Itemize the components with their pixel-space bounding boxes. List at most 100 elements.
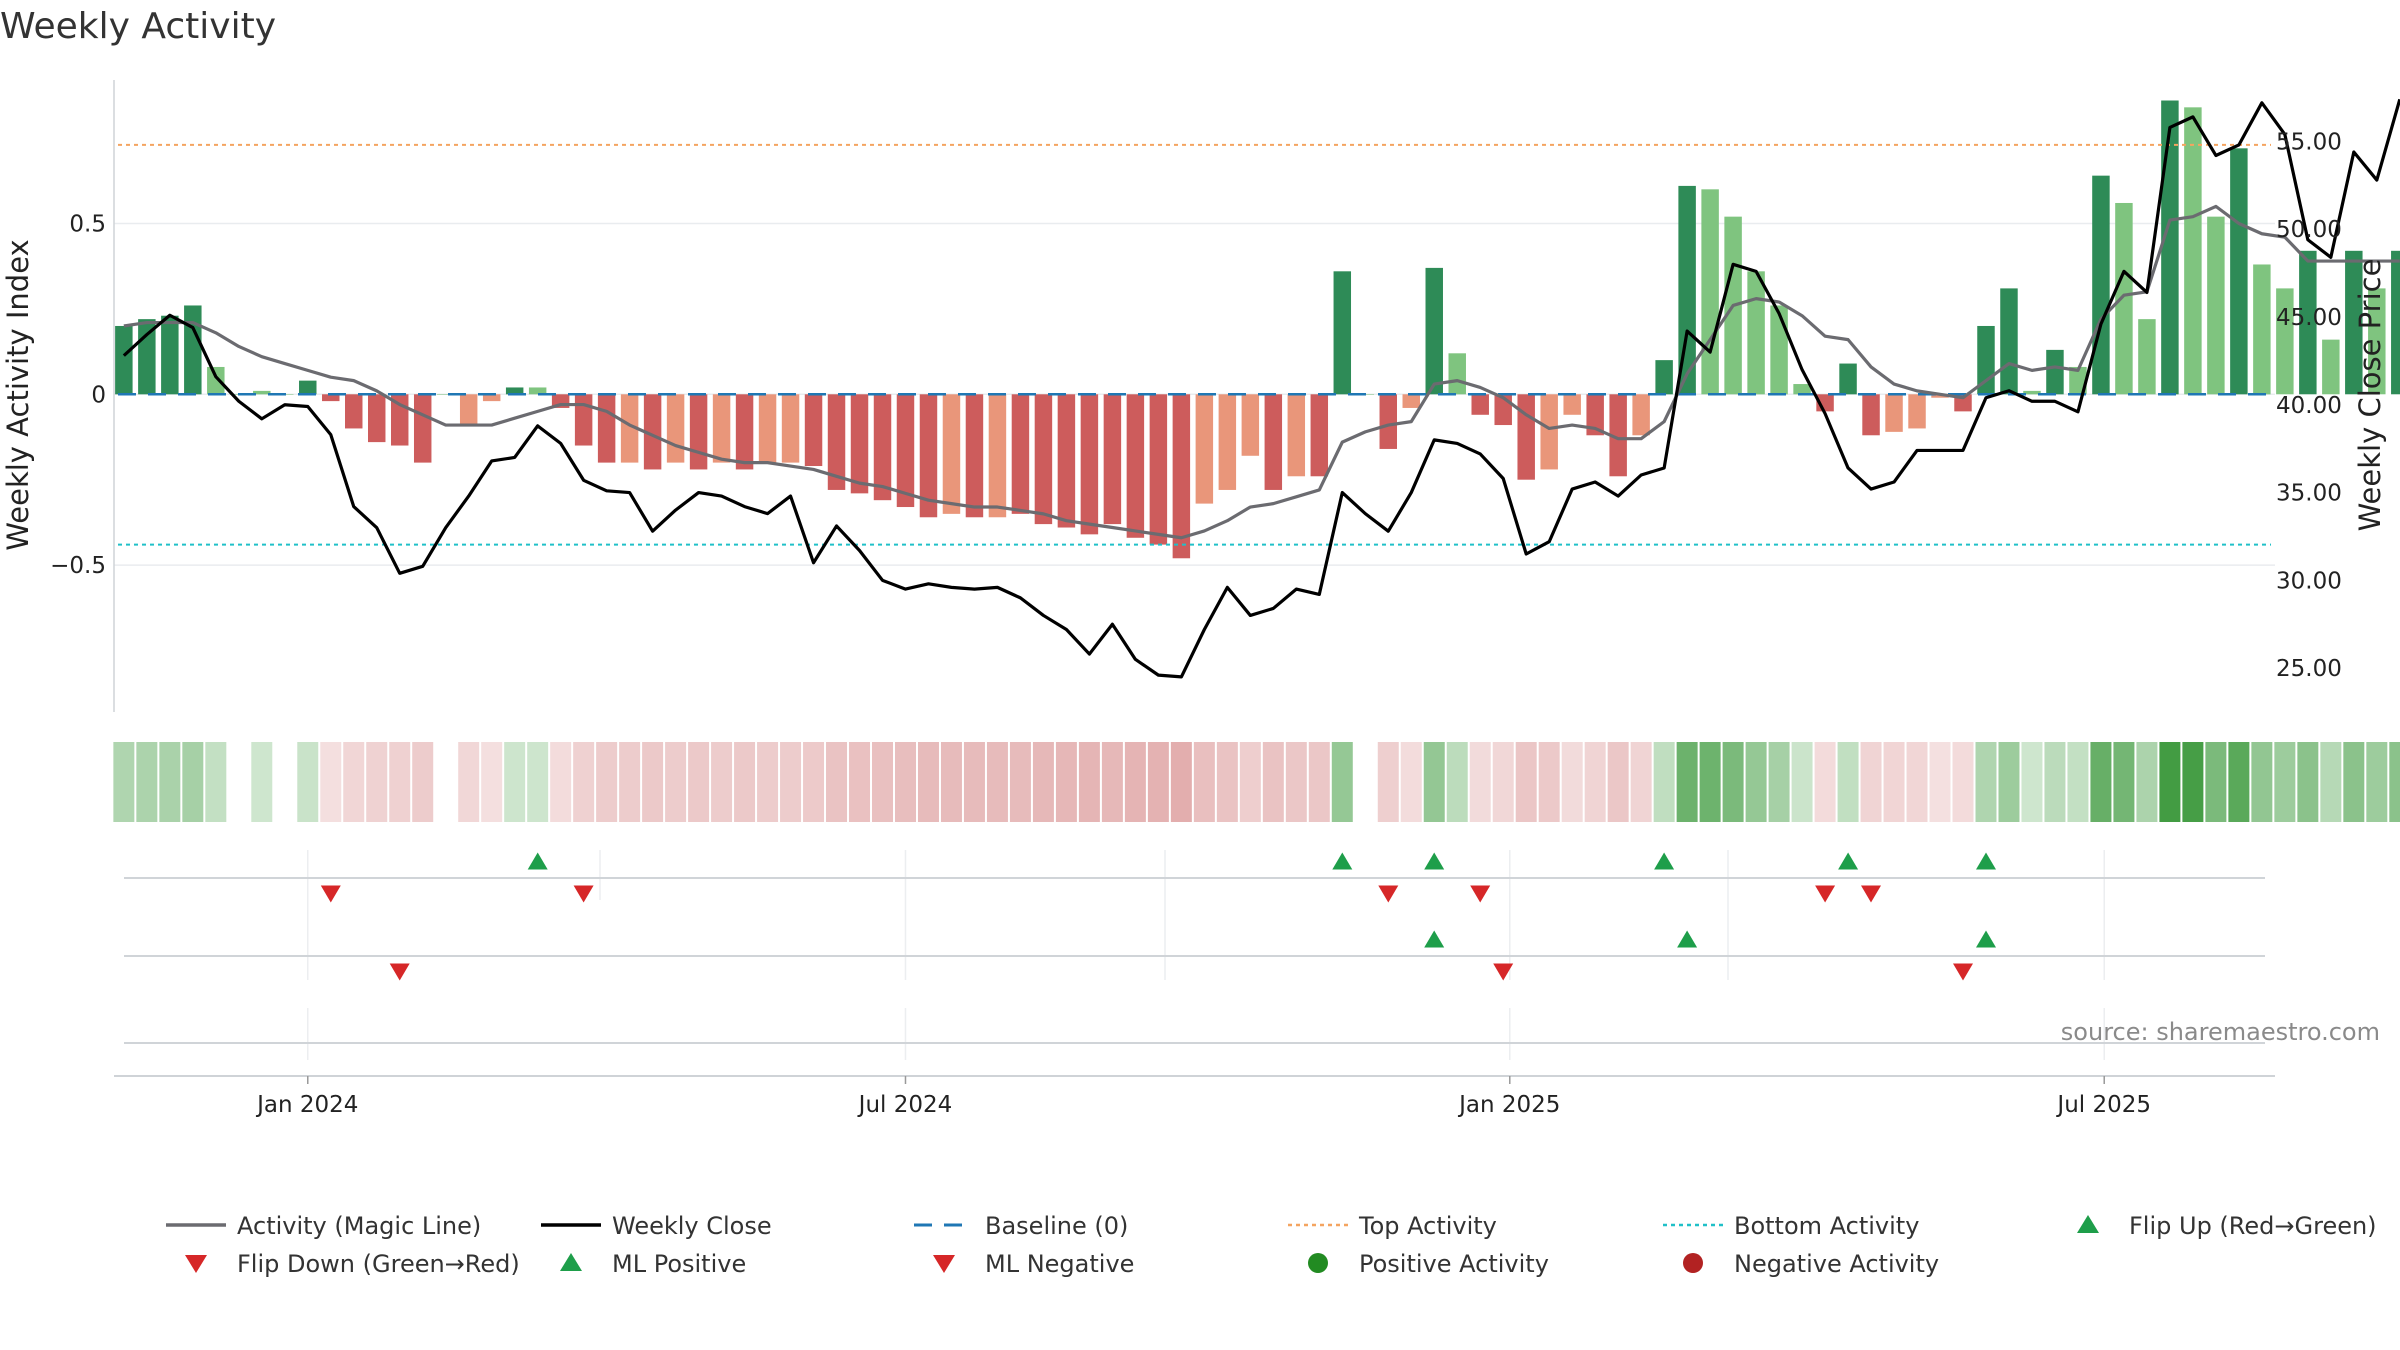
legend-label: Bottom Activity bbox=[1734, 1212, 1919, 1240]
activity-bar bbox=[345, 394, 363, 429]
heat-cell bbox=[1929, 742, 1951, 822]
activity-bar bbox=[620, 394, 639, 463]
heat-cell bbox=[1078, 742, 1100, 822]
activity-bar bbox=[1747, 271, 1765, 395]
activity-bar bbox=[1264, 394, 1283, 490]
heat-cell bbox=[1584, 742, 1606, 822]
heat-cell bbox=[1469, 742, 1491, 822]
heat-cell bbox=[1906, 742, 1928, 822]
heat-cell bbox=[1492, 742, 1514, 822]
heat-cell bbox=[849, 742, 871, 822]
legend-item: Flip Down (Green→Red) bbox=[185, 1250, 520, 1278]
flip-up-marker bbox=[1332, 852, 1353, 870]
activity-bar bbox=[1931, 394, 1949, 398]
legend-item: Baseline (0) bbox=[914, 1212, 1128, 1240]
heat-cell bbox=[550, 742, 572, 822]
heat-cell bbox=[665, 742, 687, 822]
activity-bar bbox=[115, 325, 133, 395]
heat-cell bbox=[1423, 742, 1445, 822]
heat-cell bbox=[1768, 742, 1790, 822]
activity-bar bbox=[1586, 394, 1604, 436]
heat-cell bbox=[2205, 742, 2227, 822]
heat-cell bbox=[1630, 742, 1652, 822]
ml-negative-marker bbox=[1493, 963, 1514, 981]
activity-bar bbox=[1609, 394, 1627, 477]
activity-bar bbox=[505, 387, 524, 395]
heat-cell bbox=[527, 742, 549, 822]
heat-cell bbox=[2136, 742, 2158, 822]
heat-cell bbox=[2067, 742, 2089, 822]
heat-cell bbox=[343, 742, 365, 822]
activity-bar bbox=[2092, 175, 2110, 395]
legend-swatch bbox=[560, 1253, 582, 1271]
activity-bar bbox=[2391, 250, 2400, 395]
heat-cell bbox=[2343, 742, 2365, 822]
activity-bar bbox=[2138, 319, 2156, 395]
heat-cell bbox=[320, 742, 342, 822]
activity-bar bbox=[1080, 394, 1099, 535]
activity-bar bbox=[207, 366, 225, 395]
activity-bar bbox=[896, 394, 915, 508]
heat-cell bbox=[1216, 742, 1238, 822]
legend-label: ML Positive bbox=[612, 1250, 746, 1278]
heat-cell bbox=[596, 742, 618, 822]
heat-cell bbox=[986, 742, 1008, 822]
ml-negative-marker bbox=[1953, 963, 1973, 981]
legend-item: ML Positive bbox=[560, 1250, 746, 1278]
heat-cell bbox=[1952, 742, 1974, 822]
heat-cell bbox=[1377, 742, 1399, 822]
activity-bar bbox=[1011, 394, 1030, 514]
legend: Activity (Magic Line) Weekly Close Baselin… bbox=[166, 1212, 2377, 1278]
heat-cell bbox=[688, 742, 710, 822]
heat-cell bbox=[2251, 742, 2273, 822]
flip-down-marker bbox=[320, 885, 341, 903]
heat-cell bbox=[2021, 742, 2043, 822]
heat-cell bbox=[2274, 742, 2296, 822]
heat-cell bbox=[1055, 742, 1077, 822]
activity-bar bbox=[2069, 366, 2087, 395]
activity-bar bbox=[2000, 288, 2018, 395]
heat-cell bbox=[1975, 742, 1997, 822]
heat-cell bbox=[1285, 742, 1307, 822]
activity-bar bbox=[1678, 185, 1696, 395]
heat-cell bbox=[2182, 742, 2204, 822]
heat-cell bbox=[205, 742, 227, 822]
heat-cell bbox=[2044, 742, 2066, 822]
activity-bar bbox=[1839, 363, 1857, 395]
activity-bar bbox=[1908, 394, 1926, 429]
main-panel: 0.5 0 −0.5 55.00 50.00 45.00 40.00 35.00 30.00 25… bbox=[1, 80, 2400, 712]
heat-cell bbox=[136, 742, 158, 822]
legend-item: Negative Activity bbox=[1683, 1250, 1939, 1278]
activity-bar bbox=[781, 394, 800, 463]
activity-bar bbox=[689, 394, 708, 470]
x-tick-label: Jul 2025 bbox=[2055, 1092, 2151, 1118]
heat-cell bbox=[2228, 742, 2250, 822]
activity-bar bbox=[161, 315, 179, 395]
activity-bar bbox=[643, 394, 662, 470]
heat-cell bbox=[458, 742, 480, 822]
heat-cell bbox=[780, 742, 802, 822]
legend-item: Weekly Close bbox=[541, 1212, 772, 1240]
heat-cell bbox=[872, 742, 893, 822]
legend-label: ML Negative bbox=[985, 1250, 1134, 1278]
heat-cell bbox=[1860, 742, 1882, 822]
activity-bar bbox=[2023, 390, 2041, 395]
heat-cell bbox=[1883, 742, 1905, 822]
y-right-tick-label: 35.00 bbox=[2276, 481, 2342, 507]
heat-cell bbox=[182, 742, 204, 822]
heat-cell bbox=[642, 742, 664, 822]
activity-bar bbox=[1287, 394, 1306, 477]
activity-bar bbox=[1149, 394, 1168, 545]
heat-cell bbox=[940, 742, 962, 822]
activity-bar bbox=[2345, 250, 2363, 395]
legend-swatch bbox=[933, 1255, 955, 1273]
activity-bar bbox=[1770, 305, 1788, 395]
heat-cell bbox=[917, 742, 939, 822]
heat-cell bbox=[1147, 742, 1169, 822]
activity-bar bbox=[1126, 394, 1145, 538]
flip-down-marker bbox=[1815, 885, 1836, 903]
y-left-tick-label: 0.5 bbox=[69, 211, 106, 237]
activity-bar bbox=[2230, 148, 2248, 395]
activity-bar bbox=[965, 394, 984, 518]
activity-bar bbox=[2368, 288, 2386, 395]
